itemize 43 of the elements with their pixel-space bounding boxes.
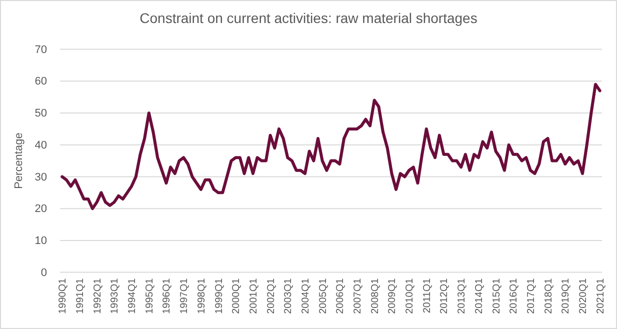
- y-tick-label: 30: [34, 171, 47, 184]
- x-tick-label: 2012Q1: [439, 278, 450, 314]
- x-tick-label: 2005Q1: [318, 278, 329, 314]
- y-axis-title: Percentage: [13, 132, 25, 189]
- y-tick-label: 60: [34, 76, 47, 88]
- x-tick-label: 1993Q1: [110, 278, 121, 314]
- y-tick-label: 0: [40, 266, 47, 279]
- x-tick-label: 2011Q1: [422, 278, 433, 314]
- x-tick-label: 2018Q1: [543, 278, 554, 314]
- x-tick-label: 1995Q1: [144, 278, 156, 314]
- y-tick-label: 20: [34, 203, 47, 216]
- x-tick-label: 1999Q1: [214, 278, 225, 314]
- x-tick-label: 2001Q1: [248, 278, 260, 314]
- x-tick-label: 2020Q1: [578, 278, 589, 314]
- x-tick-label: 2002Q1: [266, 278, 277, 314]
- y-tick-label: 10: [34, 234, 47, 247]
- chart-title: Constraint on current activities: raw material shortages: [140, 10, 478, 26]
- y-tick-label: 70: [34, 44, 47, 56]
- x-tick-label: 1990Q1: [58, 278, 69, 314]
- x-tick-label: 2017Q1: [526, 278, 537, 314]
- x-tick-label: 1997Q1: [179, 278, 190, 314]
- line-series: [60, 82, 602, 210]
- x-tick-label: 2000Q1: [231, 278, 242, 314]
- x-tick-label: 2009Q1: [387, 278, 398, 314]
- x-tick-label: 1994Q1: [127, 278, 138, 314]
- x-tick-label: 2004Q1: [300, 278, 312, 314]
- x-tick-label: 2003Q1: [283, 278, 294, 314]
- x-tick-label: 1992Q1: [92, 278, 104, 314]
- y-tick-label: 50: [34, 108, 47, 120]
- x-tick-label: 2015Q1: [491, 278, 502, 314]
- x-tick-label: 2006Q1: [335, 278, 346, 314]
- x-tick-label: 2008Q1: [370, 278, 381, 314]
- y-tick-label: 40: [34, 139, 47, 152]
- x-tick-label: 1996Q1: [162, 278, 173, 314]
- x-tick-label: 2010Q1: [404, 278, 416, 314]
- x-tick-label: 2016Q1: [508, 278, 520, 314]
- x-tick-label: 2007Q1: [352, 278, 364, 314]
- x-tick-label: 1991Q1: [75, 278, 86, 314]
- x-tick-label: 2014Q1: [474, 278, 485, 314]
- x-tick-label: 2013Q1: [456, 278, 468, 314]
- x-tick-label: 2019Q1: [560, 278, 572, 314]
- x-tick-label: 2021Q1: [595, 278, 606, 314]
- x-tick-label: 1998Q1: [196, 278, 208, 314]
